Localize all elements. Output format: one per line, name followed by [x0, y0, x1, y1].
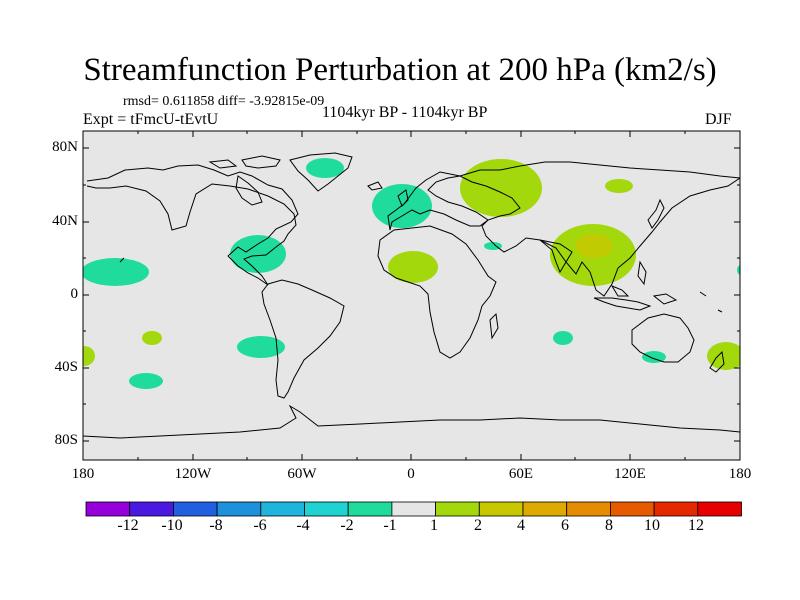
colorbar-label: 12: [688, 517, 704, 534]
anomaly-south-pacific-a: [142, 331, 162, 345]
chart-title: Streamfunction Perturbation at 200 hPa (…: [83, 52, 717, 88]
coast-south-america: [261, 279, 345, 399]
ytick-label: 40S: [54, 359, 78, 375]
anomaly-gulf-of-mexico: [230, 235, 286, 273]
colorbar-label: 6: [561, 517, 569, 534]
colorbar-swatch: [347, 501, 393, 517]
colorbar-label: 10: [644, 517, 660, 534]
coast-north-america: [86, 164, 299, 286]
coast-greenland: [289, 152, 353, 192]
map-background: [83, 131, 740, 460]
xtick-label: 120W: [174, 466, 212, 482]
anomaly-south-asia-core: [575, 234, 613, 258]
anomaly-north-pacific-east-asia: [605, 179, 633, 193]
xtick-label: 60W: [287, 466, 317, 482]
colorbar-label: -6: [253, 517, 267, 534]
coast-asia: [458, 161, 740, 297]
coast-pacific-dots: [119, 257, 723, 313]
colorbar-label: -4: [296, 517, 310, 534]
anomaly-south-pacific-c: [129, 373, 163, 389]
colorbar-label: -8: [209, 517, 223, 534]
season-label: DJF: [705, 111, 732, 128]
ytick-label: 80N: [52, 139, 78, 155]
coastlines: [83, 152, 740, 439]
period-label: 1104kyr BP - 1104kyr BP: [322, 104, 488, 121]
coast-india: [539, 239, 573, 274]
xtick-label: 180: [71, 466, 95, 482]
anomaly-layer: [83, 158, 740, 389]
anomaly-west-edge: [83, 346, 95, 366]
anomaly-greenland: [306, 158, 344, 178]
colorbar-label: -2: [340, 517, 354, 534]
xtick-label: 120E: [614, 466, 646, 482]
anomaly-arabia: [484, 242, 502, 250]
coast-indonesia: [593, 260, 678, 311]
anomaly-indian-ocean: [553, 331, 573, 345]
coast-africa: [377, 225, 497, 359]
colorbar-swatch: [435, 501, 480, 517]
colorbar-label: 4: [517, 517, 525, 534]
ytick-label: 0: [70, 286, 79, 302]
experiment-label: Expt = tFmcU-tEvtU: [83, 111, 219, 128]
coast-madagascar: [489, 312, 499, 340]
xtick-label: 0: [407, 466, 415, 482]
colorbar-label: -10: [161, 517, 183, 534]
colorbar-label: -1: [383, 517, 397, 534]
colorbar-swatch: [391, 501, 436, 517]
anomaly-south-pacific-b: [237, 336, 285, 358]
coast-iceland: [367, 181, 383, 191]
coast-new-zealand: [709, 350, 725, 373]
colorbar-label: 8: [605, 517, 613, 534]
ytick-label: 80S: [54, 432, 78, 448]
colorbar-swatch: [85, 501, 131, 517]
colorbar-swatch: [129, 501, 174, 517]
anomaly-tasman: [707, 342, 740, 370]
ytick-label: 40N: [52, 213, 78, 229]
colorbar-swatch: [610, 501, 655, 517]
colorbar: [85, 501, 742, 517]
colorbar-swatch: [304, 501, 349, 517]
colorbar-swatch: [172, 501, 218, 517]
colorbar-label: -12: [117, 517, 139, 534]
anomaly-east-edge-north: [737, 265, 740, 275]
colorbar-swatch: [216, 501, 262, 517]
coast-europe: [387, 171, 489, 231]
xtick-label: 60E: [508, 466, 534, 482]
coast-antarctica: [83, 404, 740, 439]
colorbar-swatch: [522, 501, 568, 517]
coast-hudson-bay: [235, 175, 263, 206]
anomaly-central-pacific: [83, 258, 149, 286]
colorbar-label: 2: [474, 517, 482, 534]
anomaly-sahara: [388, 251, 438, 283]
coast-britain: [397, 189, 409, 207]
anomaly-australia: [642, 351, 666, 363]
stats-line: rmsd= 0.611858 diff= -3.92815e-09: [123, 94, 325, 109]
axis-ticks: [83, 131, 740, 460]
colorbar-swatch: [260, 501, 305, 517]
coast-arctic-islands: [208, 155, 281, 169]
colorbar-label: 1: [430, 517, 438, 534]
anomaly-west-siberia: [460, 159, 542, 217]
colorbar-swatch: [697, 501, 742, 517]
coast-japan: [647, 198, 665, 229]
colorbar-swatch: [566, 501, 611, 517]
colorbar-swatch: [478, 501, 524, 517]
xtick-label: 180: [728, 466, 752, 482]
coast-australia: [631, 313, 695, 363]
colorbar-swatch: [653, 501, 699, 517]
